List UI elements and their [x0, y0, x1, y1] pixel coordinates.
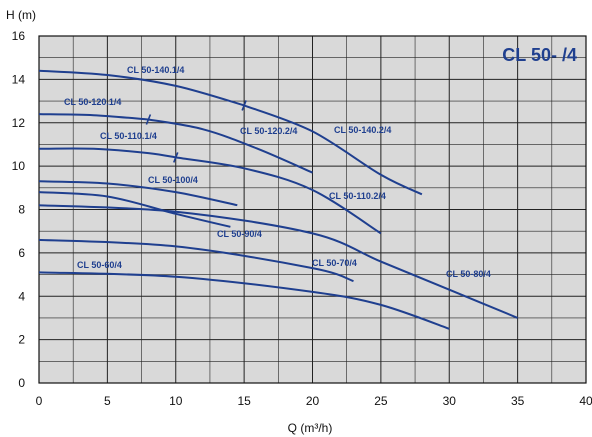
curve-cl-50-120-1-4 [38, 113, 149, 121]
curve-label-cl-50-120-2-4: CL 50-120.2/4 [240, 126, 297, 136]
y-tick-label: 12 [12, 116, 26, 130]
variant-junction-marker [241, 100, 247, 111]
x-tick-label: 0 [36, 394, 43, 408]
variant-junction-marker [173, 152, 179, 163]
curve-cl-50-60-4 [38, 271, 450, 330]
curve-cl-50-90-4 [38, 191, 231, 228]
y-axis-title: H (m) [6, 8, 36, 22]
curve-label-cl-50-100-4: CL 50-100/4 [148, 175, 198, 185]
y-tick-label: 14 [12, 72, 26, 86]
y-tick-label: 6 [18, 246, 25, 260]
plot-area: 0 5 10 15 20 25 30 35 40 0 2 4 6 8 10 12 14 16 [12, 29, 592, 408]
x-tick-label: 40 [579, 394, 592, 408]
curve-label-cl-50-80-4: CL 50-80/4 [446, 269, 491, 279]
y-tick-label: 4 [18, 289, 25, 303]
curve-label-cl-50-60-4: CL 50-60/4 [77, 260, 122, 270]
curve-label-cl-50-140-1-4: CL 50-140.1/4 [127, 65, 184, 75]
curve-label-cl-50-110-1-4: CL 50-110.1/4 [100, 131, 157, 141]
curve-label-cl-50-110-2-4: CL 50-110.2/4 [329, 191, 386, 201]
x-tick-label: 5 [104, 394, 111, 408]
x-tick-label: 15 [237, 394, 251, 408]
y-tick-label: 10 [12, 159, 26, 173]
curve-cl-50-80-4 [38, 204, 518, 319]
x-tick-label: 30 [443, 394, 457, 408]
curve-label-cl-50-70-4: CL 50-70/4 [312, 258, 357, 268]
curve-cl-50-140-1-4 [38, 69, 245, 107]
curve-cl-50-70-4 [38, 238, 354, 283]
curve-cl-50-120-2-4 [148, 118, 313, 174]
x-tick-label: 20 [306, 394, 320, 408]
x-tick-label: 35 [511, 394, 525, 408]
curve-cl-50-110-2-4 [175, 156, 382, 235]
curve-label-cl-50-120-1-4: CL 50-120.1/4 [64, 97, 121, 107]
x-tick-label: 25 [374, 394, 388, 408]
x-axis-title: Q (m³/h) [288, 421, 333, 435]
curve-labels-layer: CL 50-140.1/4 CL 50-140.2/4 CL 50-120.1/4 C… [64, 65, 491, 279]
curve-label-cl-50-90-4: CL 50-90/4 [217, 229, 262, 239]
x-tick-label: 10 [169, 394, 183, 408]
curves-layer [38, 69, 518, 330]
curve-label-cl-50-140-2-4: CL 50-140.2/4 [334, 125, 391, 135]
curve-cl-50-100-4 [38, 180, 238, 207]
chart-title: CL 50- /4 [502, 45, 577, 65]
plot-border [38, 35, 587, 384]
variant-junction-marker [145, 114, 152, 125]
y-tick-label: 0 [18, 376, 25, 390]
y-tick-label: 16 [12, 29, 26, 43]
y-tick-label: 8 [18, 203, 25, 217]
y-tick-label: 2 [18, 333, 25, 347]
curve-cl-50-110-1-4 [38, 147, 176, 159]
curve-cl-50-140-2-4 [243, 104, 423, 196]
